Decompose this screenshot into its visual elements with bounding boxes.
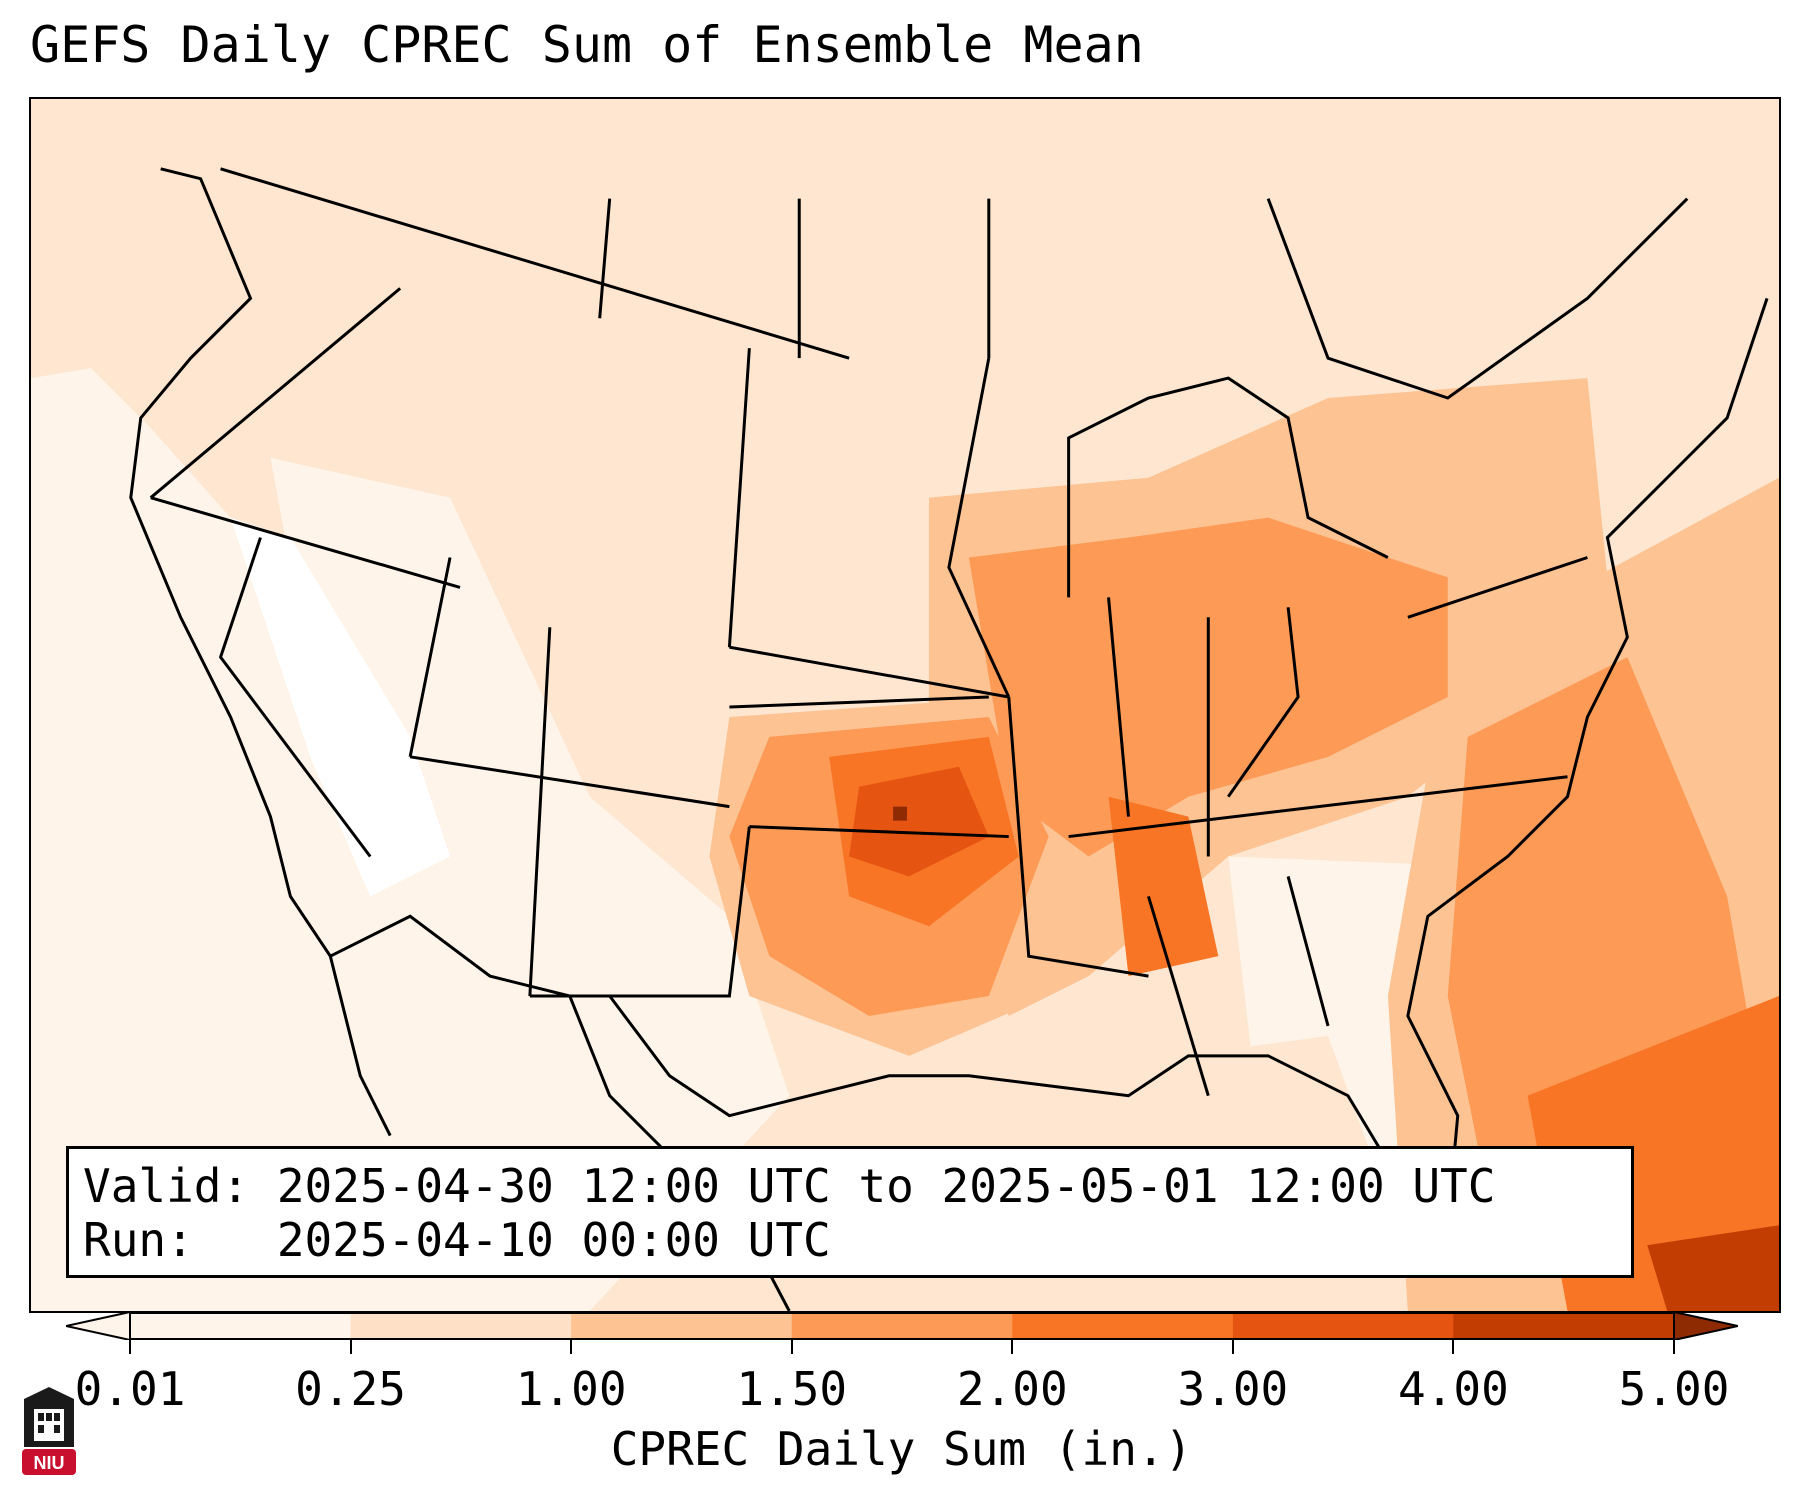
colorbar-tick [349,1340,352,1354]
colorbar-frame [129,1312,1675,1340]
colorbar-tick-label: 2.00 [956,1362,1068,1416]
colorbar-title: CPREC Daily Sum (in.) [610,1422,1193,1476]
run-time-text: Run: 2025-04-10 00:00 UTC [83,1213,831,1267]
colorbar-tick-label: 1.00 [515,1362,627,1416]
colorbar-tick-label: 0.25 [295,1362,406,1416]
colorbar-segment [130,1312,352,1340]
colorbar-extend-high [1673,1312,1738,1340]
colorbar-tick-label: 0.01 [74,1362,186,1416]
colorbar-segment [791,1312,1013,1340]
colorbar-tick-label: 5.00 [1618,1362,1730,1416]
map-frame [29,97,1781,1313]
colorbar-segment [1232,1312,1454,1340]
colorbar-segment [1453,1312,1675,1340]
boundaries [129,167,1769,1311]
colorbar-tick [1011,1340,1014,1354]
colorbar-tick-label: 4.00 [1398,1362,1509,1416]
colorbar-segment [571,1312,793,1340]
colorbar-tick [1452,1340,1455,1354]
colorbar-tick [570,1340,573,1354]
colorbar-extend-low [66,1312,131,1340]
valid-time-text: Valid: 2025-04-30 12:00 UTC to 2025-05-0… [83,1159,1496,1213]
colorbar-tick [790,1340,793,1354]
colorbar [66,1312,1738,1340]
page-title: GEFS Daily CPREC Sum of Ensemble Mean [30,16,1144,74]
valid-run-box: Valid: 2025-04-30 12:00 UTC to 2025-05-0… [66,1146,1634,1278]
colorbar-tick-label: 3.00 [1177,1362,1289,1416]
niu-logo-icon: NIU [22,1387,76,1475]
logo-text: NIU [34,1453,65,1473]
colorbar-segment [350,1312,572,1340]
precip-map [31,99,1779,1311]
colorbar-tick-label: 1.50 [736,1362,848,1416]
colorbar-tick [1231,1340,1234,1354]
colorbar-tick [129,1340,131,1354]
colorbar-segment [1012,1312,1234,1340]
precip-field [31,368,1779,1311]
colorbar-tick [1673,1340,1675,1354]
